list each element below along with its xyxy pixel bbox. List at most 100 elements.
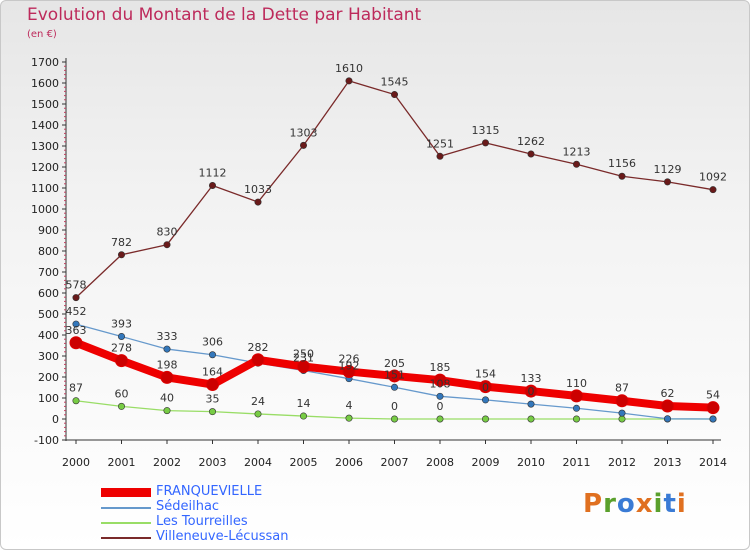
series-point-2	[572, 415, 580, 423]
logo-letter: r	[603, 489, 617, 519]
y-tick-label: 400	[38, 329, 59, 342]
x-tick-label: 2003	[199, 456, 227, 469]
data-label-1: 151	[384, 368, 405, 381]
x-tick-label: 2014	[699, 456, 727, 469]
data-label-0: 62	[661, 387, 675, 400]
data-label-0: 154	[475, 368, 496, 381]
data-label-0: 133	[521, 372, 542, 385]
data-label-1: 108	[430, 377, 451, 390]
y-tick-label: 800	[38, 245, 59, 258]
series-point-2	[299, 412, 307, 420]
series-point-3	[481, 139, 489, 147]
y-tick-label: 1400	[31, 119, 59, 132]
x-tick-label: 2006	[335, 456, 363, 469]
series-point-3	[163, 241, 171, 249]
series-point-2	[527, 415, 535, 423]
x-tick-label: 2013	[654, 456, 682, 469]
data-label-2: 60	[115, 387, 129, 400]
series-point-0	[69, 336, 83, 350]
data-label-2: 35	[206, 393, 220, 406]
data-label-2: 4	[346, 399, 353, 412]
data-label-1: 0	[482, 381, 489, 394]
series-point-3	[709, 186, 717, 194]
series-line-3	[75, 80, 714, 299]
data-label-3: 1303	[290, 126, 318, 139]
series-point-0	[251, 353, 265, 367]
data-label-2: 0	[437, 400, 444, 413]
data-label-0: 282	[248, 341, 269, 354]
series-point-0	[342, 365, 356, 379]
series-point-2	[345, 414, 353, 422]
data-label-3: 830	[157, 226, 178, 239]
data-label-0: 363	[66, 324, 87, 337]
legend-swatch	[101, 537, 151, 539]
x-tick-label: 2005	[290, 456, 318, 469]
y-tick-label: 1100	[31, 182, 59, 195]
logo-letter: o	[616, 489, 636, 519]
y-tick-label: 1700	[31, 56, 59, 69]
series-point-3	[572, 160, 580, 168]
y-tick-label: 1500	[31, 98, 59, 111]
data-label-0: 278	[111, 342, 132, 355]
logo-letter: i	[676, 489, 687, 519]
series-point-1	[481, 396, 489, 404]
series-point-0	[570, 389, 583, 403]
data-label-1: 452	[66, 305, 87, 318]
y-tick-label: 1300	[31, 140, 59, 153]
series-point-1	[709, 415, 717, 423]
legend-swatch	[101, 488, 151, 497]
series-point-2	[390, 415, 398, 423]
logo-letter: P	[583, 489, 604, 519]
data-label-3: 1545	[381, 76, 409, 89]
series-point-3	[663, 178, 671, 186]
x-tick-label: 2012	[608, 456, 636, 469]
data-label-3: 578	[66, 279, 87, 292]
data-label-0: 250	[293, 348, 314, 361]
data-label-2: 0	[391, 400, 398, 413]
y-tick-label: 200	[38, 371, 59, 384]
series-point-2	[163, 407, 171, 415]
x-tick-label: 2008	[426, 456, 454, 469]
series-point-0	[297, 360, 310, 373]
series-point-3	[527, 150, 535, 158]
series-point-3	[436, 152, 444, 160]
proxiti-logo: Proxiti	[583, 489, 687, 519]
data-label-1: 306	[202, 336, 223, 349]
y-tick-label: 1000	[31, 203, 59, 216]
data-label-0: 54	[706, 389, 720, 402]
data-label-3: 1092	[699, 171, 727, 184]
series-point-1	[209, 351, 217, 359]
series-point-0	[661, 399, 674, 413]
legend-swatch	[101, 507, 151, 509]
data-label-0: 198	[157, 358, 178, 371]
data-label-3: 1315	[472, 124, 500, 137]
y-tick-label: -100	[34, 434, 59, 447]
series-point-2	[436, 415, 444, 423]
series-point-0	[706, 401, 720, 415]
series-point-3	[299, 141, 307, 149]
x-tick-label: 2007	[381, 456, 409, 469]
series-point-0	[615, 394, 629, 408]
legend-label: FRANQUEVIELLE	[156, 484, 263, 499]
series-point-1	[118, 332, 126, 340]
data-label-2: 87	[69, 382, 83, 395]
series-point-3	[118, 251, 126, 259]
data-label-1: 393	[111, 317, 132, 330]
series-point-1	[390, 383, 398, 391]
data-label-3: 1129	[654, 163, 682, 176]
data-label-3: 1213	[563, 145, 591, 158]
data-label-1: 192	[339, 360, 360, 373]
series-point-2	[254, 410, 262, 418]
data-label-0: 87	[615, 382, 629, 395]
series-point-2	[209, 408, 217, 416]
data-label-1: 333	[157, 330, 178, 343]
legend-label: Les Tourreilles	[156, 514, 248, 529]
logo-letter: x	[635, 489, 654, 519]
series-point-2	[72, 397, 80, 405]
y-tick-label: 1600	[31, 77, 59, 90]
series-point-1	[572, 404, 580, 412]
data-label-3: 1156	[608, 157, 636, 170]
legend-label: Sédeilhac	[156, 499, 220, 514]
